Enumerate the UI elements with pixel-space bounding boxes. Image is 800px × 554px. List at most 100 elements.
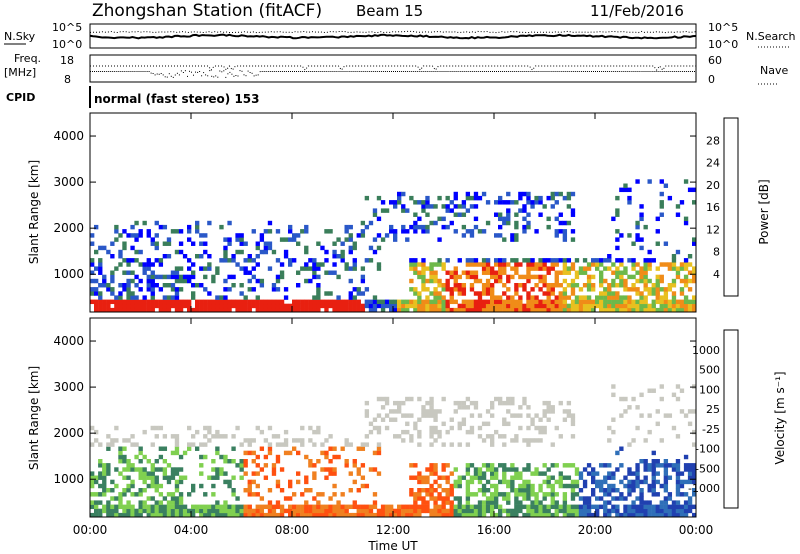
range-gate-cell: [433, 471, 438, 476]
range-gate-cell: [570, 492, 576, 497]
range-gate-cell: [441, 307, 446, 313]
range-gate-cell: [667, 413, 673, 418]
range-gate-cell: [651, 475, 656, 480]
range-gate-cell: [110, 291, 115, 296]
range-gate-cell: [457, 303, 462, 309]
nave-point: [512, 71, 514, 72]
nave-point: [342, 71, 344, 72]
range-gate-cell: [554, 191, 559, 197]
range-gate-cell: [296, 512, 301, 518]
range-gate-cell: [566, 220, 572, 226]
range-gate-cell: [174, 488, 180, 493]
range-gate-cell: [296, 450, 301, 456]
range-gate-cell: [207, 508, 212, 514]
range-gate-cell: [162, 283, 168, 288]
range-gate-cell: [344, 303, 349, 309]
range-gate-cell: [651, 459, 656, 464]
nave-point: [591, 71, 592, 72]
range-gate-cell: [360, 475, 366, 480]
range-gate-cell: [574, 479, 580, 485]
range-gate-cell: [397, 195, 402, 201]
range-gate-cell: [679, 266, 685, 271]
range-gate-cell: [304, 299, 309, 305]
range-gate-cell: [574, 471, 580, 476]
range-gate-cell: [635, 220, 640, 226]
range-gate-cell: [364, 434, 370, 439]
range-gate-cell: [356, 446, 361, 451]
range-gate-cell: [562, 492, 568, 497]
range-gate-cell: [247, 278, 252, 284]
range-gate-cell: [352, 262, 357, 267]
range-gate-cell: [376, 216, 382, 222]
range-gate-cell: [578, 504, 584, 510]
range-gate-cell: [174, 442, 180, 447]
range-gate-cell: [413, 262, 418, 267]
range-gate-cell: [312, 258, 317, 263]
range-gate-cell: [667, 195, 673, 201]
range-gate-cell: [255, 504, 260, 510]
range-gate-cell: [94, 475, 99, 480]
range-gate-cell: [522, 224, 527, 230]
range-gate-cell: [647, 266, 652, 271]
range-gate-cell: [498, 508, 503, 514]
range-gate-cell: [663, 241, 669, 246]
range-gate-cell: [550, 409, 555, 414]
range-gate-cell: [506, 421, 511, 427]
range-gate-cell: [659, 278, 664, 284]
range-gate-cell: [498, 270, 503, 275]
range-gate-cell: [473, 307, 479, 313]
range-gate-cell: [647, 307, 652, 313]
range-gate-cell: [627, 471, 632, 476]
range-gate-cell: [518, 405, 523, 410]
range-gate-cell: [595, 262, 600, 267]
range-gate-cell: [570, 512, 576, 518]
range-gate-cell: [526, 191, 531, 197]
range-gate-cell: [647, 413, 652, 418]
range-gate-cell: [215, 504, 220, 510]
range-gate-cell: [582, 283, 588, 288]
range-gate-cell: [437, 492, 442, 497]
range-gate-cell: [518, 504, 523, 510]
range-gate-cell: [619, 187, 624, 193]
range-gate-cell: [409, 266, 414, 271]
range-gate-cell: [187, 442, 192, 447]
range-gate-cell: [421, 283, 426, 288]
range-gate-cell: [102, 307, 107, 313]
range-gate-cell: [627, 405, 632, 410]
range-gate-cell: [611, 291, 616, 296]
range-gate-cell: [659, 299, 664, 305]
range-gate-cell: [255, 307, 260, 313]
range-gate-cell: [603, 307, 608, 313]
range-gate-cell: [526, 496, 531, 501]
range-gate-cell: [687, 421, 693, 427]
range-gate-cell: [675, 467, 681, 472]
range-gate-cell: [401, 429, 406, 435]
range-gate-cell: [441, 303, 446, 309]
range-gate-cell: [591, 512, 596, 518]
range-gate-cell: [356, 512, 361, 518]
range-gate-cell: [389, 299, 394, 305]
range-gate-cell: [457, 512, 462, 518]
range-gate-cell: [174, 229, 180, 234]
range-gate-cell: [90, 299, 95, 305]
velocity-ylabel: Slant Range [km]: [27, 366, 41, 470]
range-gate-cell: [477, 508, 483, 514]
range-gate-cell: [607, 266, 612, 271]
range-gate-cell: [255, 254, 260, 259]
range-gate-cell: [498, 262, 503, 267]
range-gate-cell: [619, 262, 624, 267]
range-gate-cell: [522, 303, 527, 309]
range-gate-cell: [558, 191, 563, 197]
range-gate-cell: [481, 266, 487, 271]
range-gate-cell: [526, 492, 531, 497]
nave-point: [255, 74, 257, 76]
range-gate-cell: [417, 200, 422, 205]
range-gate-cell: [267, 488, 273, 493]
range-gate-cell: [530, 438, 535, 443]
range-gate-cell: [615, 266, 620, 271]
range-gate-cell: [522, 274, 527, 280]
range-gate-cell: [631, 471, 636, 476]
range-gate-cell: [502, 400, 507, 406]
range-gate-cell: [655, 283, 660, 288]
nave-point: [288, 71, 289, 72]
